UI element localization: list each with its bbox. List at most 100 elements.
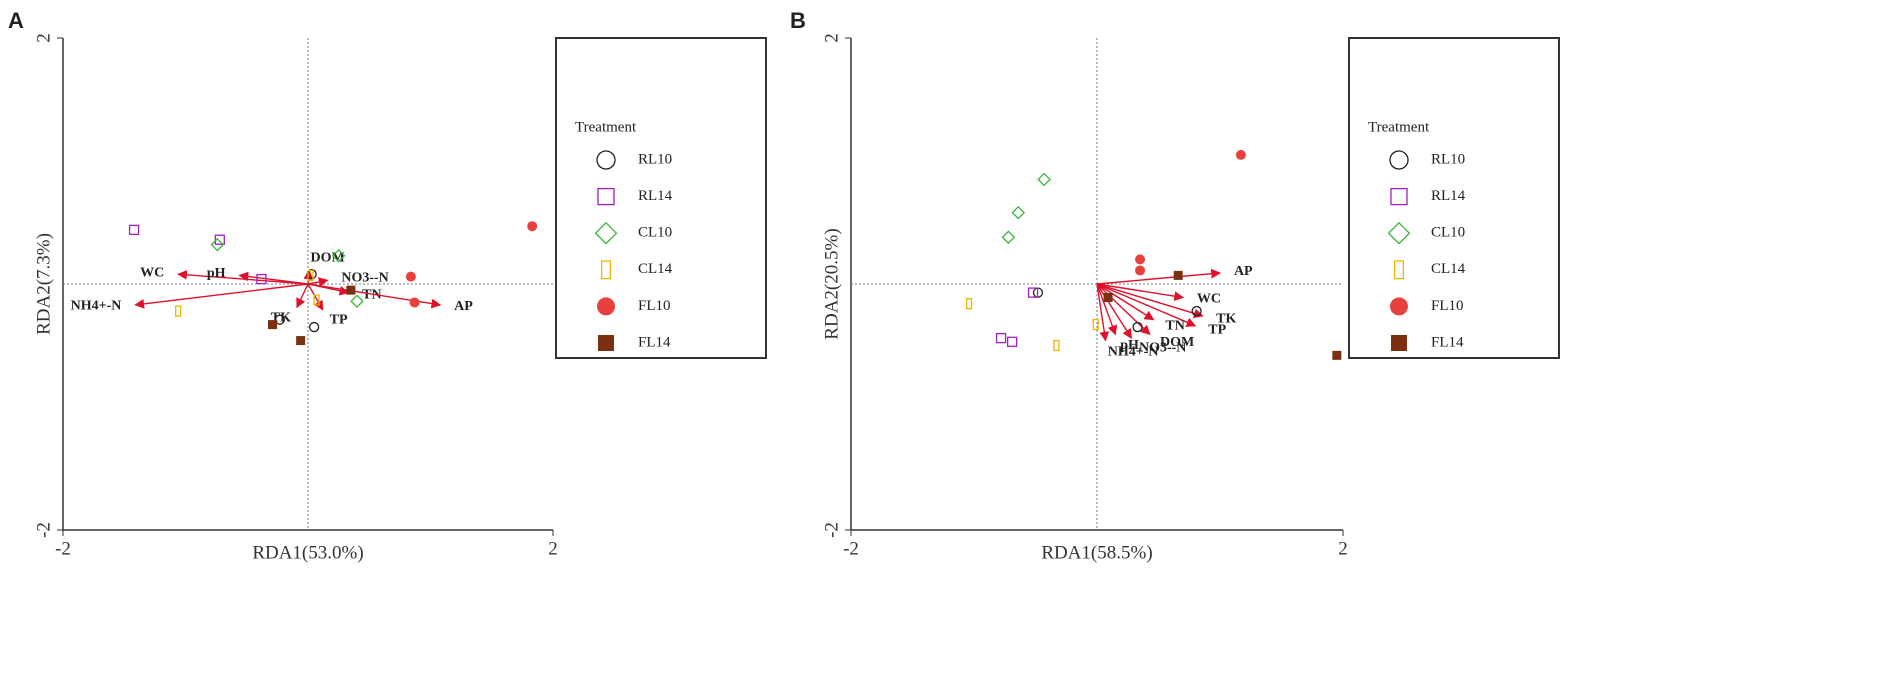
arrow-label: AP <box>1234 264 1253 279</box>
arrow <box>296 283 309 309</box>
point <box>1011 205 1026 220</box>
arrow-label: AP <box>454 299 473 314</box>
point <box>1006 336 1018 347</box>
legend-box <box>555 37 767 359</box>
point <box>1103 293 1113 303</box>
legend-marker <box>598 335 614 351</box>
point <box>350 294 364 308</box>
point <box>128 224 140 236</box>
legend-marker <box>597 187 615 206</box>
panel-label: B <box>790 8 806 33</box>
point <box>995 332 1007 344</box>
arrow <box>1096 283 1185 302</box>
arrow-label: TP <box>1208 323 1226 338</box>
legend-label: CL10 <box>638 225 672 241</box>
y-tick-label: -2 <box>821 522 842 538</box>
arrow <box>1096 283 1133 339</box>
point <box>256 273 267 285</box>
legend-label: RL10 <box>638 151 672 167</box>
arrow <box>1096 283 1151 336</box>
x-axis-label: RDA1(53.0%) <box>252 542 363 563</box>
legend-marker <box>597 297 615 316</box>
x-tick-label: -2 <box>843 538 859 559</box>
y-tick-label: 2 <box>33 33 54 43</box>
legend-marker <box>1390 297 1408 316</box>
arrow-label: TN <box>1165 318 1184 333</box>
arrow-label: pH <box>1120 338 1139 353</box>
point <box>405 271 416 282</box>
point <box>267 320 277 330</box>
y-axis-label: RDA2(7.3%) <box>33 233 54 335</box>
arrow <box>134 283 309 309</box>
point <box>175 305 182 317</box>
point <box>1037 172 1051 187</box>
legend-marker <box>1393 260 1405 280</box>
legend-marker <box>1390 187 1408 206</box>
x-axis-label: RDA1(58.5%) <box>1041 542 1152 563</box>
arrow <box>307 277 329 287</box>
legend-label: RL10 <box>1431 151 1465 167</box>
legend-label: FL14 <box>638 334 671 350</box>
point <box>1027 287 1039 298</box>
panel-label: A <box>8 8 24 33</box>
point <box>308 321 320 333</box>
legend-marker <box>600 260 612 280</box>
legend-marker <box>594 221 618 245</box>
arrow-label: WC <box>140 265 164 280</box>
point <box>1092 318 1099 331</box>
point <box>346 285 356 295</box>
point <box>1135 265 1146 276</box>
x-tick-label: -2 <box>55 538 71 559</box>
legend-label: FL10 <box>638 298 671 314</box>
point <box>1173 270 1183 280</box>
y-tick-label: 2 <box>821 33 842 43</box>
point <box>1135 254 1146 265</box>
point <box>1001 230 1016 245</box>
arrow-label: DOM <box>310 251 344 266</box>
x-tick-label: 2 <box>548 538 558 559</box>
arrow <box>238 271 309 285</box>
legend-marker <box>1391 335 1407 351</box>
legend-label: CL14 <box>1431 261 1466 277</box>
arrow-label: TN <box>362 287 381 302</box>
point <box>210 237 225 252</box>
point <box>527 221 538 232</box>
arrow-label: pH <box>207 266 226 281</box>
legend-box <box>1348 37 1560 359</box>
legend-label: CL10 <box>1431 225 1465 241</box>
legend-label: CL14 <box>638 261 673 277</box>
legend-marker <box>1389 150 1409 170</box>
point <box>306 269 317 280</box>
arrow-label: NO3--N <box>341 270 388 285</box>
legend-label: FL10 <box>1431 298 1464 314</box>
arrow-label: DOM <box>1160 335 1194 350</box>
legend-title: Treatment <box>575 119 637 135</box>
point <box>1053 339 1060 352</box>
arrow-label: NH4+-N <box>71 299 122 314</box>
y-tick-label: -2 <box>33 522 54 538</box>
point <box>331 248 346 263</box>
arrow-label: TK <box>1216 312 1236 327</box>
arrow-label: TP <box>330 312 348 327</box>
arrow <box>1096 268 1221 285</box>
point <box>1132 321 1143 333</box>
legend-label: RL14 <box>638 188 673 204</box>
point <box>1332 350 1342 360</box>
legend-title: Treatment <box>1368 119 1430 135</box>
arrow <box>1096 283 1204 319</box>
point <box>313 294 320 306</box>
arrow <box>1096 283 1110 342</box>
legend-label: RL14 <box>1431 188 1466 204</box>
y-axis-label: RDA2(20.5%) <box>821 228 842 339</box>
arrow-label: WC <box>1197 292 1221 307</box>
arrow-label: NO3--N <box>1139 340 1186 355</box>
point <box>1191 305 1202 317</box>
legend-marker <box>596 150 616 170</box>
point <box>214 234 225 245</box>
arrow-label: NH4+-N <box>1108 345 1159 360</box>
legend-marker <box>1387 221 1411 245</box>
arrow <box>307 283 324 311</box>
point <box>409 297 420 308</box>
legend-label: FL14 <box>1431 334 1464 350</box>
